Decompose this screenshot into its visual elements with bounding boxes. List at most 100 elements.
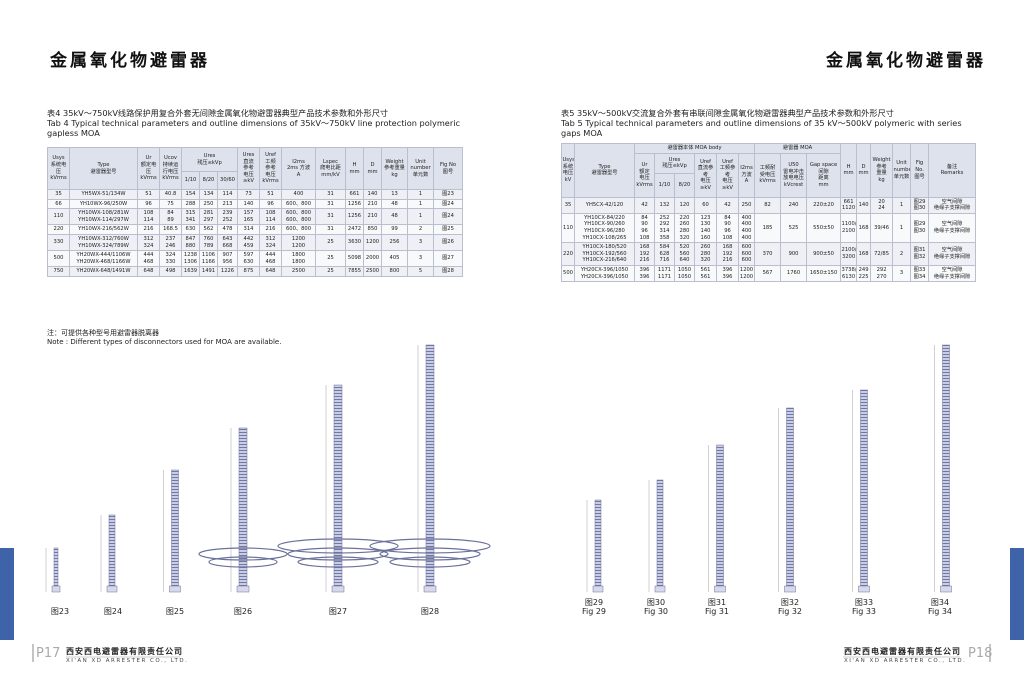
table-cell: 250 (737, 196, 756, 214)
company-en: XI'AN XD ARRESTER CO., LTD. (844, 658, 967, 664)
figure-label-line: 图30 (646, 598, 666, 607)
figure-label-line: 图34 (930, 598, 950, 607)
figure-label-line: 图31 (707, 598, 727, 607)
table-row: 35 YH5CX-42/120 42 132 120 60 42 250 82 240 220±20… (561, 196, 977, 214)
table-cell: 空气间隙 绝缘子支撑间隙 (928, 212, 977, 244)
base (331, 585, 345, 593)
table-cell: 123 130 140 160 (694, 212, 717, 244)
table-cell: 1100/ 2100 (840, 212, 858, 244)
figure-label: 图29 Fig 29 (574, 598, 614, 616)
figure-label-line: Fig 29 (581, 607, 607, 616)
side-tab (0, 548, 14, 640)
table-cell: 405 (381, 250, 408, 268)
table-cell: 907 956 (217, 250, 238, 268)
table-cell: 444 468 (259, 250, 282, 268)
table-cell: YH20CX-396/1050 YH20CX-396/1050 (574, 264, 635, 283)
base (714, 585, 726, 593)
table-cell: 图27 (433, 250, 463, 268)
figure-label: 图34 Fig 34 (920, 598, 960, 616)
base (106, 585, 118, 593)
grading-ring (379, 547, 481, 561)
caption-en: Tab 5 Typical technical parameters and o… (561, 118, 962, 138)
table-cell: 3738/ 6130 (840, 264, 858, 283)
insulator (171, 469, 179, 587)
caption: 表5 35kV～500kV交流复合外套有串联间隙金属氧化物避雷器典型产品技术参数… (561, 108, 981, 138)
table-cell: 600 600 600 (737, 242, 756, 266)
table-cell: 249 225 (856, 264, 872, 283)
base (423, 585, 437, 593)
table-cell: 370 (754, 242, 782, 266)
table-cell: 1200 1200 (737, 264, 756, 283)
table-cell: 120 (674, 196, 695, 214)
table-cell: 252 292 314 358 (654, 212, 675, 244)
table: Usys 系统电压 kVrms Type 避雷器型号 Ur 额定电压 kVrms Uc… (47, 147, 463, 277)
table-cell: 567 (754, 264, 782, 283)
table-row: 750 YH20WX-648/1491W 648 498 1639 1491 1226 875… (47, 266, 463, 277)
table-cell: 444 468 (137, 250, 160, 268)
insulator (333, 384, 343, 587)
table-cell: YH10CX-84/220 YH10CX-90/260 YH10CX-96/28… (574, 212, 635, 244)
figure-label: 图24 (103, 607, 123, 616)
insulator (860, 389, 868, 587)
table-cell: 1200 1200 (281, 233, 316, 252)
table-cell: 空气间隙 绝缘子支撑间隙 (928, 242, 977, 266)
company-cn: 西安西电避雷器有限责任公司 (66, 647, 183, 656)
page-number: P18 (968, 646, 993, 661)
grading-ring (297, 556, 379, 568)
table-cell: 1650±150 (806, 264, 842, 283)
grading-ring (208, 556, 278, 568)
table-cell: 图29 图30 (910, 212, 930, 244)
insulator (716, 444, 724, 587)
table-cell: 239 252 (217, 208, 238, 226)
caption-en: Tab 4 Typical technical parameters and o… (47, 118, 460, 138)
figure-label: 图32 Fig 32 (770, 598, 810, 616)
note-cn: 注：可提供各种型号用避雷器脱离器 (47, 329, 159, 337)
figure-label: 图33 Fig 33 (844, 598, 884, 616)
table-row: 330 YH10WX-312/760W YH10WX-324/789W 312 32… (47, 233, 463, 252)
table-cell: 312 324 (259, 233, 282, 252)
table-cell: 31 (315, 208, 346, 226)
base (858, 585, 870, 593)
figure-label: 图26 (233, 607, 253, 616)
table-cell: 110 (561, 212, 575, 244)
table-cell: 220±20 (806, 196, 842, 214)
table-cell: 空气间隙 绝缘子支撑间隙 (928, 264, 977, 283)
table-cell: 72/85 (870, 242, 894, 266)
table-cell: 25 (315, 250, 346, 268)
figure-label-line: 图33 (854, 598, 874, 607)
table-cell: 600、800 600、800 (281, 208, 316, 226)
table-cell: 760 789 (199, 233, 218, 252)
table-cell: 图31 图32 (910, 242, 930, 266)
table-cell: 550±50 (806, 212, 842, 244)
table-cell: 168 192 216 (716, 242, 739, 266)
grading-ring (369, 538, 491, 554)
base (654, 585, 666, 593)
grading-ring (277, 538, 399, 554)
table-cell: 168 (856, 212, 872, 244)
caption-cn: 表4 35kV～750kV线路保护用复合外套无间隙金属氧化物避雷器典型产品技术参… (47, 108, 389, 118)
caption-cn: 表5 35kV～500kV交流复合外套有串联间隙金属氧化物避雷器典型产品技术参数… (561, 108, 894, 118)
table-cell: 39/46 (870, 212, 894, 244)
base (169, 585, 181, 593)
table-cell: 2000 (363, 250, 382, 268)
base (236, 585, 250, 593)
insulator (108, 514, 116, 587)
table-row: 220 YH10WX-216/562W 216 168.5 630 562 478 314 21… (47, 224, 463, 235)
insulator (942, 344, 950, 587)
table-cell: 240 (780, 196, 808, 214)
table-cell: 1238 1306 (181, 250, 200, 268)
table-cell: 330 (47, 233, 70, 252)
table-cell: 图33 图34 (910, 264, 930, 283)
insulator (656, 479, 664, 587)
insulator (786, 407, 794, 587)
table-cell: 1050 1050 (674, 264, 695, 283)
table-cell: 3 (407, 233, 434, 252)
table-cell: 597 630 (237, 250, 260, 268)
table-cell: 220 (561, 242, 575, 266)
table: Usys 系统 电压 kV Type 避雷器型号 避雷器本体 MOA body 避雷器… (561, 143, 977, 283)
table-cell: 256 (381, 233, 408, 252)
table-cell: 5098 (345, 250, 364, 268)
company-cn: 西安西电避雷器有限责任公司 (844, 647, 961, 656)
